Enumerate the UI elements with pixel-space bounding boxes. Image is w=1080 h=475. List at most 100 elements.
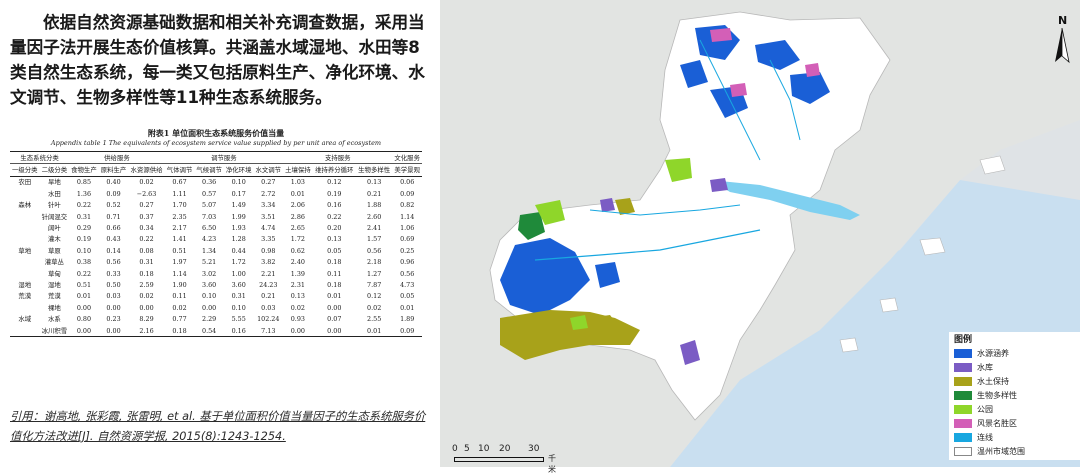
table-cell: 0.16 bbox=[327, 201, 342, 210]
table-cell: 0.18 bbox=[327, 258, 342, 267]
table-cell: 3.60 bbox=[231, 280, 246, 289]
legend-label: 温州市域范围 bbox=[977, 447, 1025, 456]
table-cell: 1.93 bbox=[231, 224, 246, 233]
table-cell: 0.62 bbox=[290, 246, 305, 255]
table-subheader: 美学景观 bbox=[392, 163, 422, 177]
table-cell: 1.34 bbox=[202, 246, 217, 255]
table-cell: 0.56 bbox=[106, 258, 121, 267]
legend-swatch bbox=[954, 363, 972, 372]
legend-label: 风景名胜区 bbox=[977, 419, 1017, 428]
table-row: 灌木 0.19 0.43 0.22 1.41 4.23 1.28 3.35 1.72 0.13 1.… bbox=[10, 234, 422, 245]
scale-tick: 5 bbox=[464, 444, 470, 454]
citation[interactable]: 引用：谢高地, 张彩霞, 张雷明, et al. 基于单位面积价值当量因子的生态… bbox=[10, 410, 426, 443]
table-subheader: 土壤保持 bbox=[283, 163, 313, 177]
table-cell: 5.21 bbox=[202, 258, 217, 267]
table-cell bbox=[10, 302, 40, 313]
scale-bar: 0 5 10 20 30 千米 bbox=[452, 444, 562, 474]
table-subheader: 原料生产 bbox=[98, 163, 129, 177]
table-row: 针阔混交 0.31 0.71 0.37 2.35 7.03 1.99 3.51 2.86 0.22… bbox=[10, 211, 422, 222]
table-row: 荒漠 荒漠 0.01 0.03 0.02 0.11 0.10 0.31 0.21 0.13 0.01… bbox=[10, 291, 422, 302]
table-subheader: 二级分类 bbox=[39, 163, 70, 177]
table-cell: 0.52 bbox=[106, 201, 121, 210]
table-cell: 3.82 bbox=[261, 258, 276, 267]
table-cell: 0.43 bbox=[106, 235, 121, 244]
table-cell: 针叶 bbox=[47, 201, 61, 210]
legend-swatch bbox=[954, 447, 972, 456]
table-cell: 0.14 bbox=[106, 246, 121, 255]
table-cell: 水田 bbox=[47, 189, 61, 198]
table-row: 冰川积雪 0.00 0.00 2.16 0.18 0.54 0.16 7.13 0.00 0.00… bbox=[10, 324, 422, 338]
legend-swatch bbox=[954, 405, 972, 414]
table-cell: 2.65 bbox=[290, 224, 305, 233]
table-subheader: 水资源供给 bbox=[128, 163, 165, 177]
table-cell bbox=[10, 324, 40, 338]
table-cell: 2.86 bbox=[290, 212, 305, 221]
scale-bar-graphic bbox=[454, 457, 544, 462]
table-cell: 草原 bbox=[47, 246, 61, 255]
north-arrow-icon bbox=[1055, 28, 1070, 64]
table-cell: 5.07 bbox=[202, 201, 217, 210]
table-cell: 0.22 bbox=[327, 212, 342, 221]
table-cell: 0.00 bbox=[139, 303, 154, 312]
table-cell: 0.10 bbox=[76, 246, 92, 255]
table-cell: 草甸 bbox=[47, 269, 61, 278]
table-cell: 0.82 bbox=[400, 201, 415, 210]
table-cell: 灌草丛 bbox=[44, 258, 64, 267]
table-cell: 裸地 bbox=[47, 303, 61, 312]
table-cell: 0.18 bbox=[164, 324, 195, 338]
ecosystem-map bbox=[440, 0, 1080, 467]
table-cell: 0.77 bbox=[172, 315, 187, 324]
table-cell: 0.36 bbox=[202, 178, 217, 187]
table-cell: 7.13 bbox=[253, 324, 284, 338]
table-cell: 3.02 bbox=[202, 269, 217, 278]
table-cell: 6.50 bbox=[202, 224, 217, 233]
table-cell: 0.80 bbox=[76, 315, 92, 324]
table-cell: 1.70 bbox=[172, 201, 187, 210]
table-cell: 2.31 bbox=[290, 280, 305, 289]
header-group: 生态系统分类 bbox=[10, 150, 70, 165]
table-cell: 0.00 bbox=[327, 303, 342, 312]
table-subheader: 维持养分循环 bbox=[312, 163, 356, 177]
table-cell: 0.50 bbox=[106, 280, 121, 289]
table-cell bbox=[10, 188, 40, 199]
table-cell: 0.54 bbox=[194, 324, 224, 338]
table-row: 草甸 0.22 0.33 0.18 1.14 3.02 1.00 2.21 1.39 0.11 1.… bbox=[10, 268, 422, 279]
table-cell: 灌木 bbox=[47, 235, 61, 244]
table-cell: 0.27 bbox=[261, 178, 276, 187]
table-cell: 2.17 bbox=[172, 224, 187, 233]
table-cell: 2.21 bbox=[261, 269, 276, 278]
table-cell: 1.72 bbox=[231, 258, 246, 267]
scale-tick: 20 bbox=[499, 444, 511, 454]
table-cell: 0.01 bbox=[76, 292, 92, 301]
header-group: 支持服务 bbox=[283, 150, 393, 165]
table-cell: 0.19 bbox=[76, 235, 92, 244]
table-cell: 0.93 bbox=[290, 315, 305, 324]
table-cell: 0.10 bbox=[231, 178, 246, 187]
table-cell: 0.00 bbox=[106, 303, 121, 312]
table-cell bbox=[10, 234, 40, 245]
table-cell bbox=[10, 211, 40, 222]
table-cell: 冰川积雪 bbox=[39, 324, 70, 338]
table-cell: 0.56 bbox=[400, 269, 415, 278]
table-cell: 2.59 bbox=[139, 280, 154, 289]
table-cell: 0.98 bbox=[261, 246, 276, 255]
table-cell: 2.06 bbox=[290, 201, 305, 210]
table-cell: 0.00 bbox=[312, 324, 356, 338]
table-subheader: 食物生产 bbox=[69, 163, 99, 177]
table-cell: 0.85 bbox=[76, 178, 92, 187]
table-cell: 5.55 bbox=[231, 315, 246, 324]
table-subheader: 气候调节 bbox=[194, 163, 224, 177]
legend-label: 水源涵养 bbox=[977, 349, 1009, 358]
table-subheader: 气体调节 bbox=[164, 163, 195, 177]
table-cell: 1.89 bbox=[400, 315, 415, 324]
table-cell: 0.31 bbox=[76, 212, 92, 221]
table-cell: 0.13 bbox=[367, 178, 382, 187]
table-cell: 农田 bbox=[18, 178, 32, 187]
table-cell: 0.69 bbox=[400, 235, 415, 244]
table-cell: 3.60 bbox=[202, 280, 217, 289]
table-cell: 阔叶 bbox=[47, 224, 61, 233]
table-cell: 针阔混交 bbox=[41, 212, 68, 221]
table-cell: 0.10 bbox=[231, 303, 246, 312]
table-cell: 水域 bbox=[18, 315, 32, 324]
table-cell: 0.00 bbox=[98, 324, 129, 338]
